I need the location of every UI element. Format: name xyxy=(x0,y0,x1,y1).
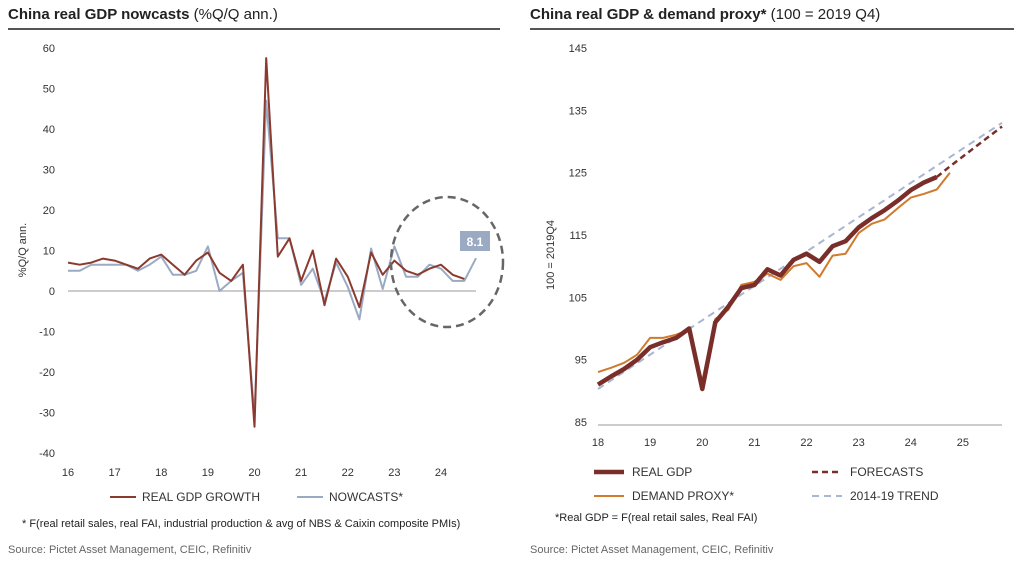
y-tick-label: 85 xyxy=(575,417,587,429)
x-tick-label: 22 xyxy=(342,467,354,479)
left-chart-title: China real GDP nowcasts (%Q/Q ann.) xyxy=(8,6,278,23)
series-line-real-gdp xyxy=(596,174,938,392)
y-tick-label: 40 xyxy=(43,124,55,136)
annotation-label: 8.1 xyxy=(467,235,484,249)
legend-label: REAL GDP GROWTH xyxy=(142,490,260,504)
legend-label: REAL GDP xyxy=(632,465,692,479)
y-tick-label: 105 xyxy=(569,292,587,304)
right-title-rule xyxy=(530,28,1014,30)
right-title-units: (100 = 2019 Q4) xyxy=(770,6,881,23)
annotation-box xyxy=(460,231,490,251)
legend-label: NOWCASTS* xyxy=(329,490,403,504)
x-tick-label: 22 xyxy=(800,437,812,449)
y-tick-label: -10 xyxy=(39,327,55,339)
y-tick-label: 50 xyxy=(43,84,55,96)
right-footnote: *Real GDP = F(real retail sales, Real FA… xyxy=(555,512,758,524)
right-source: Source: Pictet Asset Management, CEIC, R… xyxy=(530,544,774,556)
left-title-main: China real GDP nowcasts xyxy=(8,6,190,23)
x-tick-label: 24 xyxy=(435,467,447,479)
legend-label: FORECASTS xyxy=(850,465,923,479)
x-tick-label: 17 xyxy=(109,467,121,479)
y-tick-label: 115 xyxy=(569,230,587,242)
right-title-main: China real GDP & demand proxy* xyxy=(530,6,767,23)
series-line-real-gdp-growth xyxy=(67,57,465,428)
left-title-units: (%Q/Q ann.) xyxy=(193,6,278,23)
legend-label: 2014-19 TREND xyxy=(850,489,939,503)
series-line-forecasts xyxy=(936,125,1003,178)
right-chart: 145 135 125 115 105 95 85 18 19 20 21 22 23 24 25 100 =… xyxy=(545,43,1003,503)
x-tick-label: 21 xyxy=(748,437,760,449)
x-tick-label: 20 xyxy=(696,437,708,449)
y-tick-label: -40 xyxy=(39,448,55,460)
y-tick-label: -30 xyxy=(39,408,55,420)
y-tick-label: 20 xyxy=(43,205,55,217)
y-tick-label: 10 xyxy=(43,246,55,258)
x-tick-label: 23 xyxy=(388,467,400,479)
left-footnote: * F(real retail sales, real FAI, industr… xyxy=(22,518,461,530)
y-tick-label: 135 xyxy=(569,105,587,117)
x-tick-label: 19 xyxy=(644,437,656,449)
y-tick-label: -20 xyxy=(39,367,55,379)
highlight-circle xyxy=(389,195,505,329)
y-tick-label: 95 xyxy=(575,355,587,367)
y-tick-label: 0 xyxy=(49,286,55,298)
x-tick-label: 18 xyxy=(592,437,604,449)
x-tick-label: 18 xyxy=(155,467,167,479)
left-title-rule xyxy=(8,28,500,30)
y-axis-label: 100 = 2019Q4 xyxy=(545,220,557,290)
left-source: Source: Pictet Asset Management, CEIC, R… xyxy=(8,544,252,556)
series-line-demand-proxy xyxy=(597,172,951,383)
y-tick-label: 30 xyxy=(43,165,55,177)
y-axis-label: %Q/Q ann. xyxy=(17,223,29,277)
y-tick-label: 145 xyxy=(569,43,587,55)
left-chart: 60 50 40 30 20 10 0 -10 -20 -30 -40 16 17 18 19 20 21 22 2… xyxy=(17,43,505,504)
legend-label: DEMAND PROXY* xyxy=(632,489,734,503)
right-chart-title: China real GDP & demand proxy* (100 = 20… xyxy=(530,6,880,23)
x-tick-label: 19 xyxy=(202,467,214,479)
x-tick-label: 21 xyxy=(295,467,307,479)
x-tick-label: 23 xyxy=(853,437,865,449)
y-tick-label: 60 xyxy=(43,43,55,55)
x-tick-label: 20 xyxy=(248,467,260,479)
x-tick-label: 16 xyxy=(62,467,74,479)
x-tick-label: 24 xyxy=(905,437,917,449)
x-tick-label: 25 xyxy=(957,437,969,449)
y-tick-label: 125 xyxy=(569,168,587,180)
